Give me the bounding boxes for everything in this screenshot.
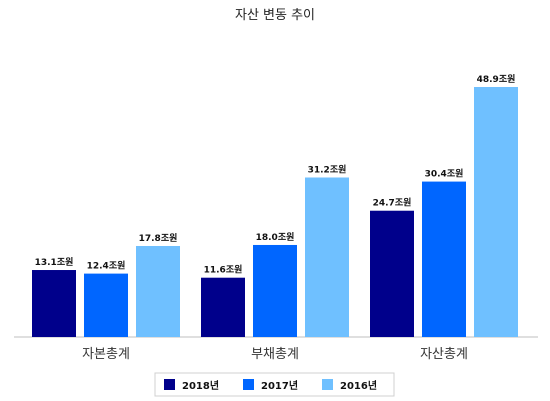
- data-label: 31.2조원: [308, 163, 347, 175]
- category-label: 자산총계: [420, 347, 468, 362]
- data-label: 12.4조원: [87, 260, 126, 272]
- bar-2018년-자본총계: [32, 270, 76, 337]
- data-label: 48.9조원: [477, 73, 516, 85]
- bar-2016년-부채총계: [305, 177, 349, 337]
- chart-title: 자산 변동 추이: [235, 8, 315, 23]
- data-label: 30.4조원: [425, 168, 464, 180]
- data-label: 11.6조원: [204, 264, 243, 276]
- legend-swatch: [322, 379, 333, 390]
- legend-label: 2017년: [261, 379, 298, 392]
- legend-swatch: [243, 379, 254, 390]
- bar-2017년-부채총계: [253, 244, 297, 337]
- bar-2017년-자본총계: [84, 273, 128, 337]
- legend: 2018년 2017년 2016년: [164, 379, 377, 392]
- legend-label: 2018년: [182, 379, 219, 392]
- legend-swatch: [164, 379, 175, 390]
- data-label: 17.8조원: [139, 232, 178, 244]
- bar-2018년-부채총계: [201, 277, 245, 337]
- category-labels-layer: 자본총계 부채총계 자산총계: [82, 347, 468, 362]
- category-label: 부채총계: [251, 347, 299, 362]
- category-label: 자본총계: [82, 347, 130, 362]
- bars-layer: [32, 87, 518, 337]
- legend-box: [154, 372, 395, 397]
- bar-2018년-자산총계: [370, 210, 414, 337]
- legend-label: 2016년: [340, 379, 377, 392]
- data-labels-layer: 13.1조원 12.4조원 17.8조원 11.6조원 18.0조원 31.2조원 24.7…: [35, 73, 516, 276]
- bar-2016년-자산총계: [474, 87, 518, 337]
- data-label: 13.1조원: [35, 256, 74, 268]
- data-label: 18.0조원: [256, 231, 295, 243]
- bar-2017년-자산총계: [422, 181, 466, 337]
- data-label: 24.7조원: [373, 197, 412, 209]
- bar-2016년-자본총계: [136, 245, 180, 337]
